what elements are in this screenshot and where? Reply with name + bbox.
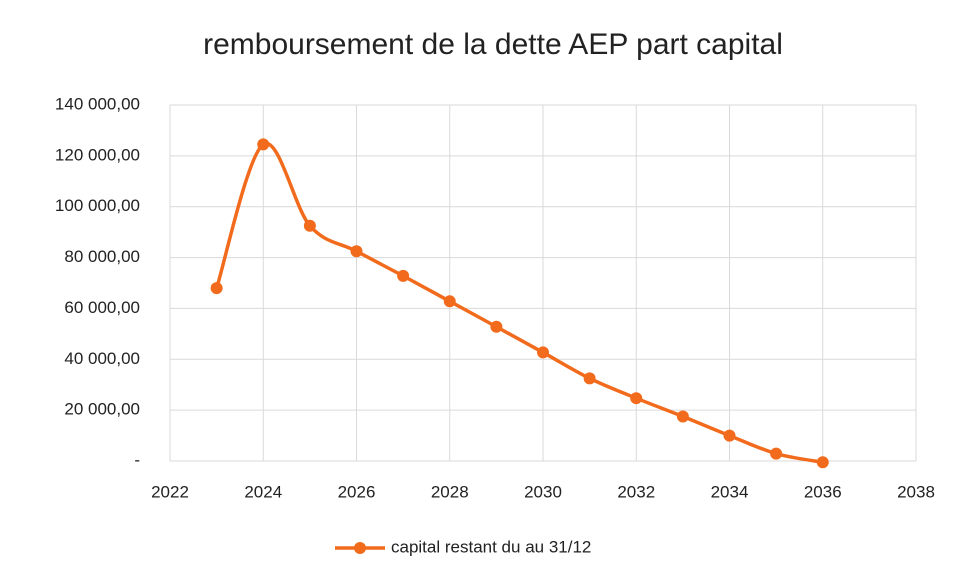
x-tick-label: 2024 — [244, 482, 282, 501]
y-tick-label: 40 000,00 — [64, 349, 140, 368]
point — [443, 295, 456, 308]
y-tick-label: 20 000,00 — [64, 400, 140, 419]
chart-title: remboursement de la dette AEP part capit… — [203, 28, 783, 61]
y-tick-label: 80 000,00 — [64, 247, 140, 266]
y-tick-label: 120 000,00 — [55, 145, 140, 164]
x-tick-label: 2032 — [617, 482, 655, 501]
x-tick-label: 2036 — [804, 482, 842, 501]
x-tick-label: 2026 — [338, 482, 376, 501]
point — [397, 269, 410, 282]
point — [210, 282, 223, 295]
x-tick-label: 2034 — [711, 482, 749, 501]
point — [583, 372, 596, 385]
point — [816, 456, 829, 469]
y-tick-label: 140 000,00 — [55, 94, 140, 113]
point — [490, 320, 503, 333]
y-tick-label: - — [134, 450, 140, 469]
point — [257, 138, 270, 151]
x-tick-label: 2038 — [897, 482, 935, 501]
point — [537, 346, 549, 359]
point — [723, 429, 736, 442]
point — [630, 392, 643, 405]
y-tick-label: 60 000,00 — [64, 298, 140, 317]
point — [303, 219, 316, 232]
point — [350, 245, 363, 258]
point — [770, 447, 783, 460]
x-tick-label: 2022 — [151, 482, 189, 501]
point — [676, 410, 689, 423]
y-tick-label: 100 000,00 — [55, 196, 140, 215]
legend-marker — [354, 542, 366, 554]
legend-label: capital restant du au 31/12 — [391, 537, 591, 556]
x-tick-label: 2030 — [524, 482, 562, 501]
x-tick-label: 2028 — [431, 482, 469, 501]
